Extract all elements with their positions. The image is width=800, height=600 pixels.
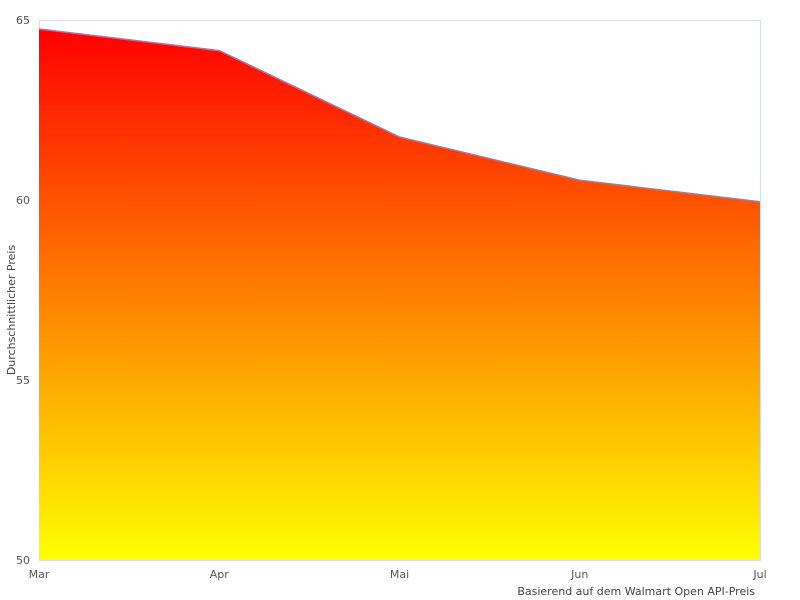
x-tick-label: Mai (390, 568, 409, 581)
y-tick-label: 55 (16, 374, 30, 387)
x-tick-label: Jul (752, 568, 766, 581)
y-tick-label: 65 (16, 14, 30, 27)
x-axis-ticks: Mar Apr Mai Jun Jul (29, 568, 767, 581)
series-line (38, 28, 761, 203)
x-tick-label: Apr (210, 568, 230, 581)
x-tick-label: Jun (570, 568, 588, 581)
y-axis-ticks: 50 55 60 65 (16, 14, 30, 567)
x-tick-label: Mar (29, 568, 50, 581)
y-tick-label: 50 (16, 554, 30, 567)
source-caption: Basierend auf dem Walmart Open API-Preis (517, 585, 755, 598)
y-tick-label: 60 (16, 194, 30, 207)
series-area-fill (39, 29, 760, 560)
y-axis-title: Durchschnittlicher Preis (5, 245, 18, 376)
